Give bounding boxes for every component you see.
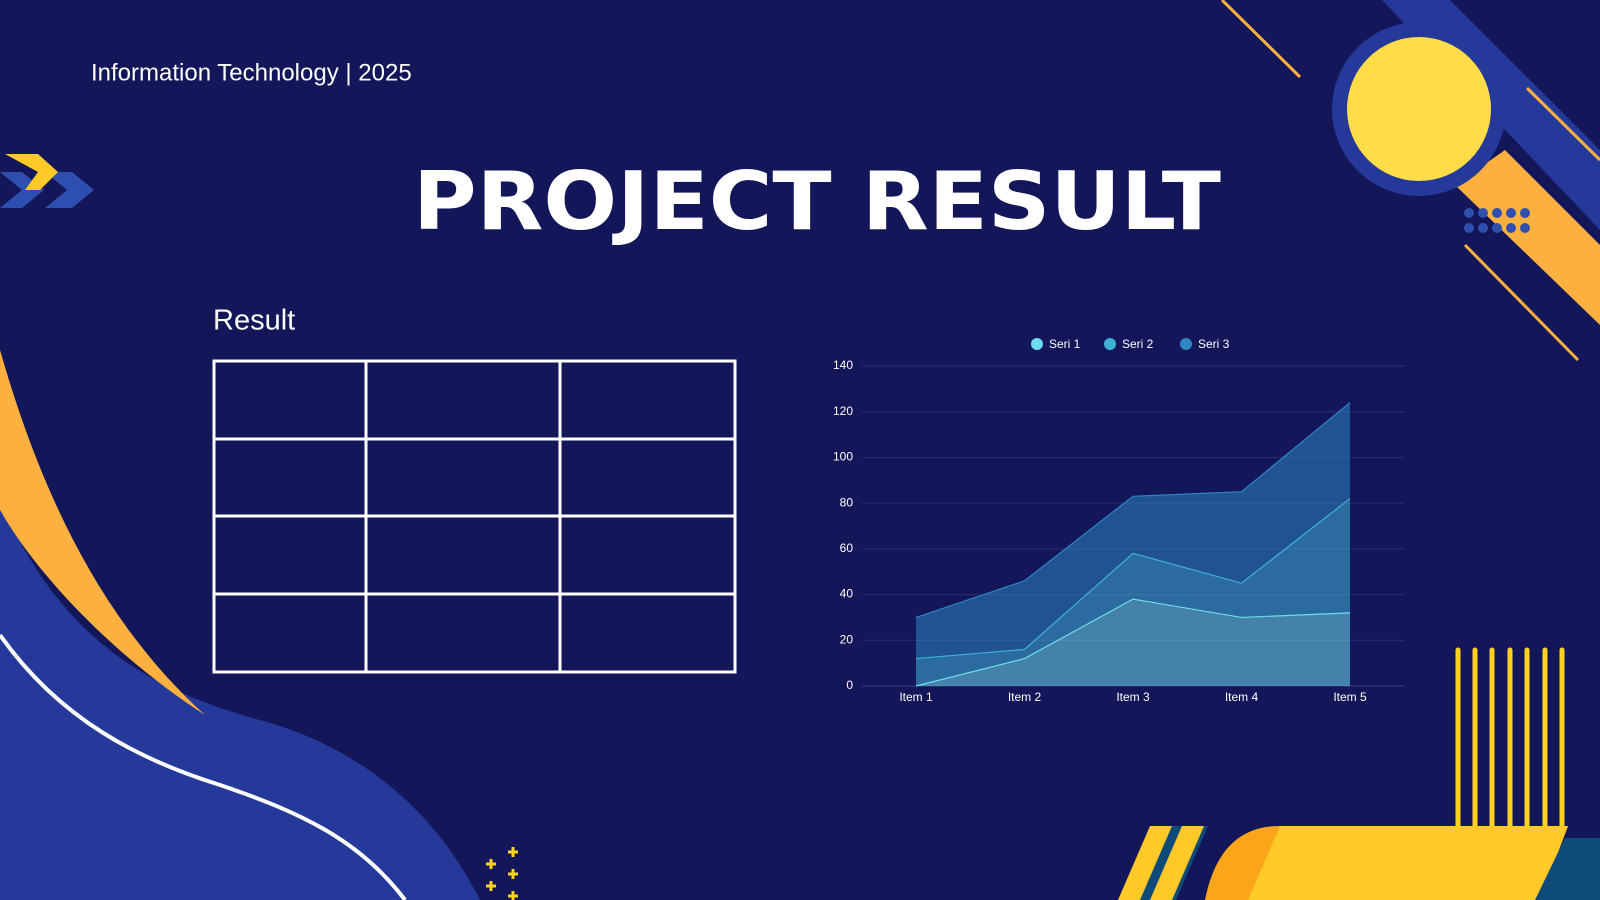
- x-tick-label: Item 2: [1008, 690, 1042, 704]
- area: [916, 402, 1350, 659]
- deco-dots: [1464, 208, 1530, 233]
- deco-block: [1150, 826, 1204, 900]
- area: [916, 599, 1350, 686]
- x-tick-label: Item 1: [899, 690, 933, 704]
- deco-chevron: [45, 172, 94, 208]
- legend-swatch: [1031, 338, 1043, 350]
- deco-band: [1455, 150, 1600, 325]
- deco-plus: [486, 847, 518, 900]
- table-title: Result: [213, 305, 295, 337]
- y-tick-label: 60: [840, 541, 854, 555]
- y-tick-label: 140: [833, 358, 853, 372]
- deco-wave: [0, 500, 480, 900]
- legend-label: Seri 1: [1049, 337, 1081, 351]
- y-tick-label: 20: [840, 632, 854, 646]
- deco-circle: [1347, 37, 1491, 181]
- area: [916, 498, 1350, 686]
- x-tick-label: Item 3: [1116, 690, 1150, 704]
- deco-arc: [0, 350, 205, 715]
- legend-swatch: [1180, 338, 1192, 350]
- deco-line: [0, 633, 407, 900]
- deco-stripes: [1455, 647, 1565, 833]
- y-tick-label: 40: [840, 587, 854, 601]
- deco-block: [1118, 826, 1172, 900]
- legend-label: Seri 2: [1122, 337, 1154, 351]
- area-line: [915, 498, 1351, 660]
- legend-swatch: [1104, 338, 1116, 350]
- y-tick-label: 0: [846, 678, 853, 692]
- legend-label: Seri 3: [1198, 337, 1230, 351]
- area-line: [915, 598, 1351, 687]
- deco-chevron: [5, 154, 58, 190]
- x-tick-label: Item 5: [1333, 690, 1367, 704]
- deco-lines: [1220, 0, 1600, 362]
- deco-block: [1535, 838, 1600, 900]
- y-tick-label: 80: [840, 495, 854, 509]
- deco-block: [1248, 826, 1568, 900]
- header: Information Technology | 2025: [91, 59, 412, 86]
- area-line: [915, 402, 1351, 618]
- y-tick-label: 100: [833, 450, 853, 464]
- x-tick-label: Item 4: [1225, 690, 1259, 704]
- table: [212, 359, 737, 674]
- slide-title: PROJECT RESULT: [413, 155, 1221, 248]
- y-tick-label: 120: [833, 404, 853, 418]
